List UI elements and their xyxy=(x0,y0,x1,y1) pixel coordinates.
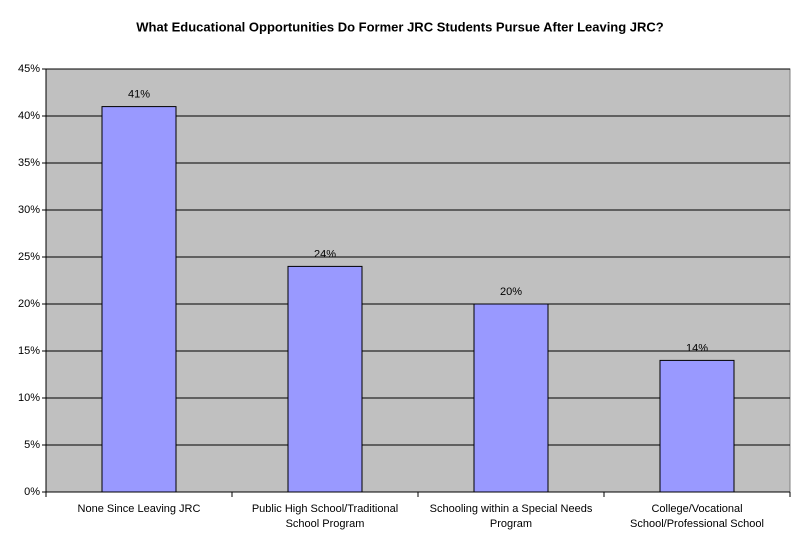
x-tick-label: Schooling within a Special Needs Program xyxy=(430,503,593,530)
bar xyxy=(287,265,363,493)
bar xyxy=(659,359,735,493)
y-tick-label: 25% xyxy=(18,251,40,263)
value-label: 24% xyxy=(314,248,336,260)
x-tick-label: Public High School/Traditional School Pro… xyxy=(252,503,398,530)
value-label: 20% xyxy=(500,286,522,298)
chart-title: What Educational Opportunities Do Former… xyxy=(136,19,664,34)
y-tick-label: 0% xyxy=(24,486,40,498)
value-label: 41% xyxy=(128,89,150,101)
y-tick-label: 10% xyxy=(18,392,40,404)
y-tick-label: 15% xyxy=(18,345,40,357)
bar xyxy=(101,106,177,493)
y-tick-label: 40% xyxy=(18,110,40,122)
y-tick-label: 5% xyxy=(24,439,40,451)
y-tick-label: 35% xyxy=(18,157,40,169)
y-tick-label: 30% xyxy=(18,204,40,216)
bar xyxy=(473,303,549,493)
value-label: 14% xyxy=(686,342,708,354)
y-tick-label: 20% xyxy=(18,298,40,310)
x-tick-label: None Since Leaving JRC xyxy=(78,503,201,515)
y-tick-label: 45% xyxy=(18,63,40,75)
x-tick-label: College/Vocational School/Professional Sc… xyxy=(630,503,764,530)
